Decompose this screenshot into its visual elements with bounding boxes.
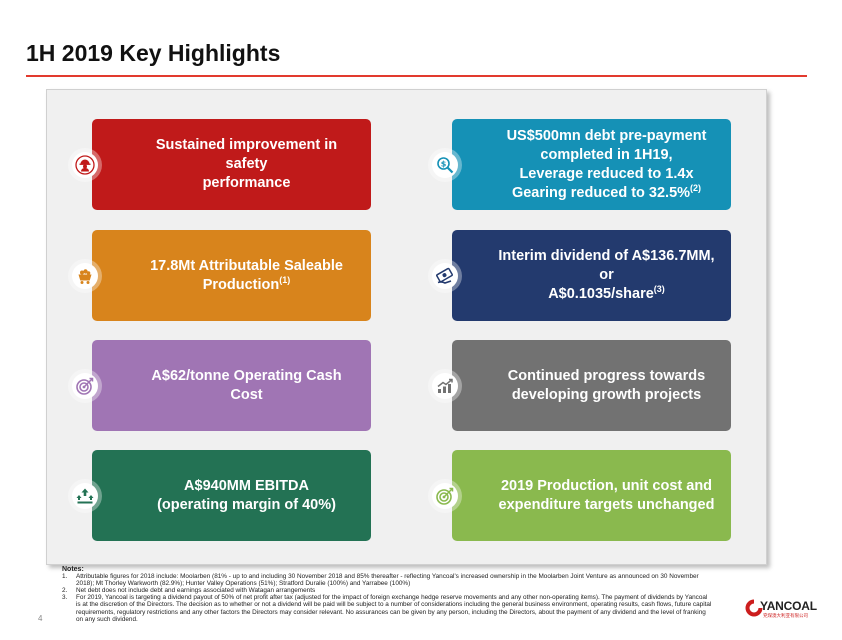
- highlight-tile-ebitda: A$940MM EBITDA (operating margin of 40%): [72, 450, 371, 541]
- tile-text-line: Gearing reduced to 32.5%: [511, 184, 691, 201]
- highlight-tile-dividend: Interim dividend of A$136.7MM, or A$0.103…: [432, 230, 731, 321]
- dollar-magnifier-icon: $: [432, 151, 458, 178]
- tile-text-line: Production: [202, 276, 280, 293]
- tile-text: Continued progress towards developing gro…: [466, 367, 717, 405]
- footnotes: Notes: 1. Attributable figures for 2018 i…: [62, 566, 712, 623]
- tile-text-line: 2019 Production, unit cost and: [500, 477, 713, 494]
- highlight-tile-production: 17.8Mt Attributable Saleable Production(1…: [72, 230, 371, 321]
- page-number: 4: [38, 614, 43, 623]
- tile-text-line: Sustained improvement in safety: [155, 137, 338, 172]
- footnote-number: 2.: [62, 587, 68, 595]
- tile-text: US$500mn debt pre-payment completed in 1H…: [465, 127, 719, 203]
- highlight-tile-debt: $ US$500mn debt pre-payment completed in …: [432, 119, 731, 210]
- tile-text: 17.8Mt Attributable Saleable Production(1…: [108, 257, 355, 295]
- highlight-tile-targets: 2019 Production, unit cost and expenditur…: [432, 450, 731, 541]
- tile-text-line: A$62/tonne Operating Cash Cost: [151, 367, 342, 403]
- tile-text: A$940MM EBITDA (operating margin of 40%): [115, 477, 348, 515]
- footnote-number: 3.: [62, 594, 68, 602]
- growth-arrows-icon: [72, 482, 98, 509]
- tile-text-line: (operating margin of 40%): [157, 496, 336, 513]
- highlight-tile-cash-cost: A$62/tonne Operating Cash Cost: [72, 340, 371, 431]
- highlights-panel: Sustained improvement in safety performan…: [46, 89, 767, 565]
- worker-helmet-icon: [72, 151, 98, 178]
- tile-text-line: Leverage reduced to 1.4x: [519, 165, 694, 182]
- svg-text:$: $: [441, 159, 447, 168]
- tile-text: 2019 Production, unit cost and expenditur…: [457, 477, 727, 515]
- tile-text: Sustained improvement in safety performan…: [92, 136, 371, 193]
- tile-text: Interim dividend of A$136.7MM, or A$0.103…: [452, 247, 731, 304]
- logo-subtitle: 兖煤澳大利亚有限公司: [763, 613, 808, 618]
- footnote-ref: (2): [690, 182, 702, 193]
- footnote-text: Net debt does not include debt and earni…: [76, 587, 316, 595]
- footnote-item: 2. Net debt does not include debt and ear…: [62, 587, 712, 594]
- cash-hand-icon: [432, 262, 458, 289]
- footnote-ref: (3): [653, 284, 665, 295]
- page-title: 1H 2019 Key Highlights: [26, 40, 281, 66]
- title-underline: [26, 75, 807, 77]
- tile-text-line: Interim dividend of A$136.7MM, or: [498, 248, 715, 283]
- tile-text-line: A$0.1035/share: [548, 286, 654, 302]
- footnote-text: For 2019, Yancoal is targeting a dividen…: [76, 594, 712, 623]
- tile-text-line: expenditure targets unchanged: [498, 496, 715, 513]
- footnote-text: Attributable figures for 2018 include: M…: [76, 573, 699, 588]
- yancoal-logo-mark-icon: [745, 599, 763, 617]
- tile-text-line: A$940MM EBITDA: [184, 477, 309, 494]
- target-icon: [72, 372, 98, 399]
- tile-text-line: developing growth projects: [511, 386, 702, 403]
- highlight-tile-safety: Sustained improvement in safety performan…: [72, 119, 371, 210]
- growth-chart-icon: [432, 372, 458, 399]
- footnote-item: 1. Attributable figures for 2018 include:…: [62, 573, 712, 587]
- footnote-item: 3. For 2019, Yancoal is targeting a divid…: [62, 594, 712, 622]
- tile-text-line: 17.8Mt Attributable Saleable: [150, 257, 343, 274]
- tile-text-line: completed in 1H19,: [540, 146, 673, 163]
- footnote-number: 1.: [62, 573, 68, 581]
- coal-cart-icon: [72, 262, 98, 289]
- target-icon: [432, 482, 458, 509]
- tile-text-line: performance: [202, 175, 291, 191]
- yancoal-logo: YANCOAL 兖煤澳大利亚有限公司: [744, 598, 820, 622]
- tile-text: A$62/tonne Operating Cash Cost: [92, 367, 371, 405]
- tile-text-line: Continued progress towards: [507, 367, 706, 384]
- footnote-ref: (1): [279, 274, 291, 285]
- logo-wordmark: YANCOAL: [760, 599, 817, 613]
- tile-text-line: US$500mn debt pre-payment: [506, 127, 707, 144]
- highlight-tile-growth-projects: Continued progress towards developing gro…: [432, 340, 731, 431]
- notes-heading: Notes:: [62, 566, 84, 573]
